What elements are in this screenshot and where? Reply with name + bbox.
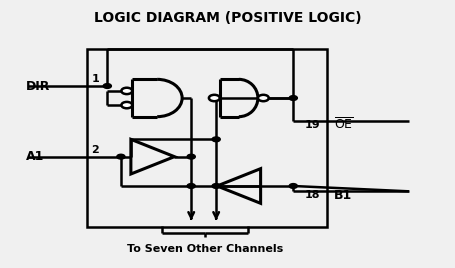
Text: 18: 18 [304,190,320,200]
Text: A1: A1 [25,150,44,163]
Text: DIR: DIR [25,80,50,92]
Circle shape [121,88,132,94]
Circle shape [258,95,269,101]
Text: LOGIC DIAGRAM (POSITIVE LOGIC): LOGIC DIAGRAM (POSITIVE LOGIC) [94,11,361,25]
Text: 2: 2 [91,145,99,155]
Text: B1: B1 [334,189,352,202]
Circle shape [103,84,111,88]
Text: 19: 19 [304,120,320,130]
Text: 1: 1 [91,74,99,84]
Circle shape [121,102,132,108]
Circle shape [117,154,125,159]
Circle shape [187,184,195,188]
Circle shape [289,184,298,188]
Bar [87,49,327,227]
Text: To Seven Other Channels: To Seven Other Channels [126,244,283,254]
Circle shape [187,154,195,159]
Text: $\overline{\rm OE}$: $\overline{\rm OE}$ [334,117,354,132]
Circle shape [209,95,220,101]
Circle shape [212,184,220,188]
Circle shape [289,96,298,100]
Circle shape [212,137,220,142]
